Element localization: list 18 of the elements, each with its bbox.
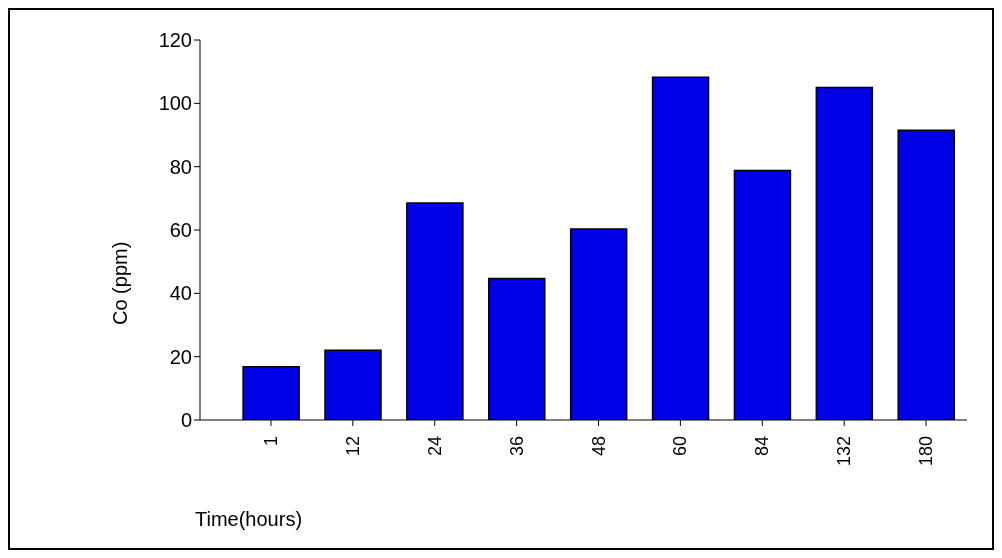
x-tick-label: 60 (670, 436, 691, 457)
y-tick-label: 0 (180, 409, 192, 432)
y-tick-label: 80 (169, 155, 192, 178)
y-tick-label: 100 (158, 92, 192, 115)
x-tick-label: 132 (834, 436, 855, 467)
x-tick-label: 48 (588, 436, 609, 457)
x-tick-label: 24 (424, 436, 445, 457)
x-axis-title: Time(hours) (195, 508, 303, 531)
y-tick-label: 40 (169, 282, 192, 305)
x-tick-label: 1 (260, 436, 281, 447)
y-tick-label: 20 (169, 345, 192, 368)
x-tick-label: 12 (342, 436, 363, 457)
y-axis-title: Co (ppm) (109, 241, 132, 325)
x-tick-label: 84 (752, 436, 773, 457)
x-tick-label: 180 (916, 436, 937, 467)
y-tick-label: 120 (158, 29, 192, 52)
x-tick-label: 36 (506, 436, 527, 457)
y-tick-label: 60 (169, 219, 192, 242)
